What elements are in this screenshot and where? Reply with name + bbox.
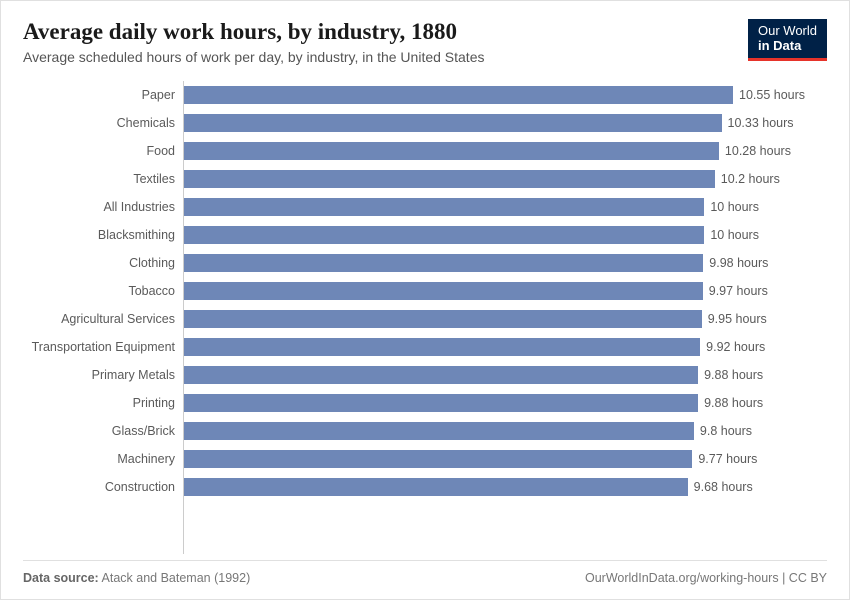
category-label: Paper xyxy=(23,88,183,102)
category-label: Printing xyxy=(23,396,183,410)
category-label: Transportation Equipment xyxy=(23,340,183,354)
owid-logo[interactable]: Our World in Data xyxy=(748,19,827,61)
bar-track: 10.55 hours xyxy=(183,81,827,109)
chart-title: Average daily work hours, by industry, 1… xyxy=(23,19,748,45)
bar-track: 9.68 hours xyxy=(183,473,827,501)
bar xyxy=(183,170,715,188)
bar xyxy=(183,450,692,468)
footer: Data source: Atack and Bateman (1992) Ou… xyxy=(23,560,827,585)
data-source-text: Atack and Bateman (1992) xyxy=(102,571,251,585)
bar-track: 10 hours xyxy=(183,221,827,249)
bar xyxy=(183,478,688,496)
bar-track: 9.92 hours xyxy=(183,333,827,361)
bar-row: Glass/Brick 9.8 hours xyxy=(23,417,827,445)
bar xyxy=(183,254,703,272)
y-axis-line xyxy=(183,81,184,554)
bar xyxy=(183,310,702,328)
bar-value-label: 9.95 hours xyxy=(708,312,767,326)
bar-row: Primary Metals 9.88 hours xyxy=(23,361,827,389)
bar-value-label: 9.8 hours xyxy=(700,424,752,438)
bar-value-label: 10 hours xyxy=(710,228,759,242)
category-label: Agricultural Services xyxy=(23,312,183,326)
bar-value-label: 9.92 hours xyxy=(706,340,765,354)
bar-row: Chemicals 10.33 hours xyxy=(23,109,827,137)
bar-value-label: 9.98 hours xyxy=(709,256,768,270)
bar-track: 9.98 hours xyxy=(183,249,827,277)
bar-row: Construction 9.68 hours xyxy=(23,473,827,501)
bar-track: 9.77 hours xyxy=(183,445,827,473)
category-label: Clothing xyxy=(23,256,183,270)
bar-value-label: 10.2 hours xyxy=(721,172,780,186)
bar xyxy=(183,338,700,356)
bar-row: Printing 9.88 hours xyxy=(23,389,827,417)
header: Average daily work hours, by industry, 1… xyxy=(23,19,827,65)
category-label: Primary Metals xyxy=(23,368,183,382)
bar xyxy=(183,198,704,216)
category-label: Blacksmithing xyxy=(23,228,183,242)
bar-track: 10.28 hours xyxy=(183,137,827,165)
category-label: All Industries xyxy=(23,200,183,214)
chart-card: Average daily work hours, by industry, 1… xyxy=(0,0,850,600)
bar xyxy=(183,282,703,300)
bar-row: Machinery 9.77 hours xyxy=(23,445,827,473)
license: CC BY xyxy=(789,571,827,585)
bar xyxy=(183,422,694,440)
bar xyxy=(183,394,698,412)
bar-row: Tobacco 9.97 hours xyxy=(23,277,827,305)
bar-row: All Industries 10 hours xyxy=(23,193,827,221)
bar-value-label: 9.88 hours xyxy=(704,396,763,410)
bar-row: Agricultural Services 9.95 hours xyxy=(23,305,827,333)
bar-value-label: 9.77 hours xyxy=(698,452,757,466)
bar-row: Clothing 9.98 hours xyxy=(23,249,827,277)
bar-track: 10.33 hours xyxy=(183,109,827,137)
title-block: Average daily work hours, by industry, 1… xyxy=(23,19,748,65)
category-label: Tobacco xyxy=(23,284,183,298)
bar-value-label: 9.68 hours xyxy=(694,480,753,494)
category-label: Machinery xyxy=(23,452,183,466)
bar-row: Food 10.28 hours xyxy=(23,137,827,165)
category-label: Glass/Brick xyxy=(23,424,183,438)
bar xyxy=(183,226,704,244)
bar-track: 9.95 hours xyxy=(183,305,827,333)
bar-track: 9.88 hours xyxy=(183,361,827,389)
category-label: Construction xyxy=(23,480,183,494)
bar-value-label: 10.33 hours xyxy=(728,116,794,130)
source-link[interactable]: OurWorldInData.org/working-hours xyxy=(585,571,779,585)
bar-value-label: 9.97 hours xyxy=(709,284,768,298)
bar-track: 9.8 hours xyxy=(183,417,827,445)
bar-row: Textiles 10.2 hours xyxy=(23,165,827,193)
category-label: Chemicals xyxy=(23,116,183,130)
separator: | xyxy=(779,571,789,585)
bar-track: 9.97 hours xyxy=(183,277,827,305)
data-source-prefix: Data source: xyxy=(23,571,99,585)
bar-track: 9.88 hours xyxy=(183,389,827,417)
bar-value-label: 10.55 hours xyxy=(739,88,805,102)
data-source: Data source: Atack and Bateman (1992) xyxy=(23,571,250,585)
bar-row: Paper 10.55 hours xyxy=(23,81,827,109)
bar-track: 10 hours xyxy=(183,193,827,221)
attribution: OurWorldInData.org/working-hours | CC BY xyxy=(585,571,827,585)
bar-value-label: 10 hours xyxy=(710,200,759,214)
logo-line2: in Data xyxy=(758,39,817,54)
bar xyxy=(183,86,733,104)
bar xyxy=(183,366,698,384)
chart-subtitle: Average scheduled hours of work per day,… xyxy=(23,49,748,65)
category-label: Textiles xyxy=(23,172,183,186)
bar-row: Blacksmithing 10 hours xyxy=(23,221,827,249)
bar-value-label: 10.28 hours xyxy=(725,144,791,158)
bar xyxy=(183,142,719,160)
category-label: Food xyxy=(23,144,183,158)
bar xyxy=(183,114,722,132)
logo-line1: Our World xyxy=(758,24,817,39)
bar-value-label: 9.88 hours xyxy=(704,368,763,382)
bar-track: 10.2 hours xyxy=(183,165,827,193)
bar-row: Transportation Equipment 9.92 hours xyxy=(23,333,827,361)
bar-chart: Paper 10.55 hours Chemicals 10.33 hours Food… xyxy=(23,81,827,554)
